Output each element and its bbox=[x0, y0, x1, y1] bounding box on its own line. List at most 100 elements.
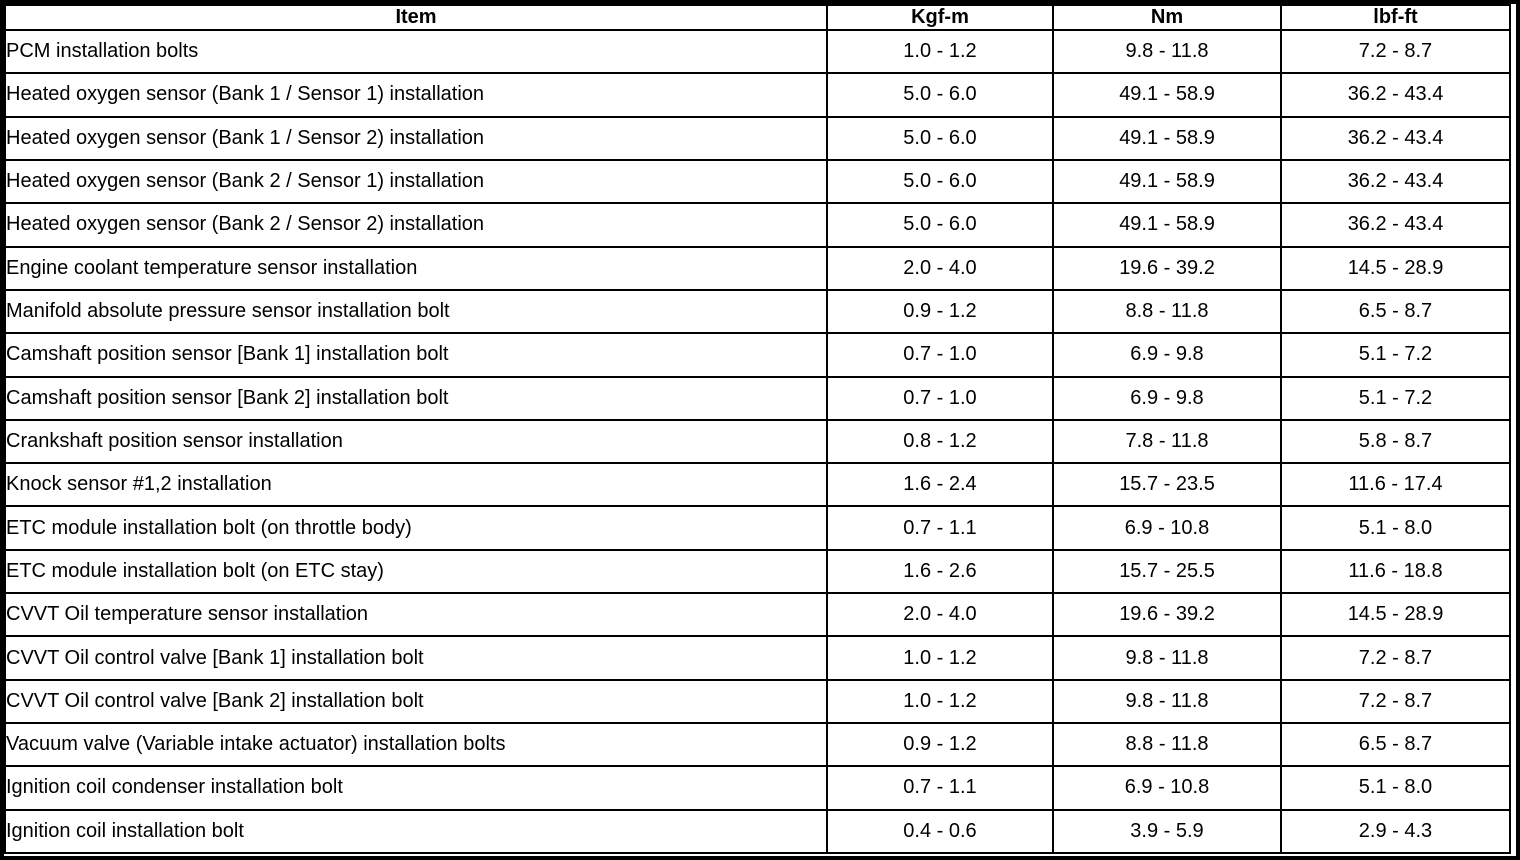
nm-cell: 15.7 - 23.5 bbox=[1052, 462, 1282, 508]
kgf-m-cell: 0.8 - 1.2 bbox=[826, 418, 1054, 465]
item-cell: CVVT Oil temperature sensor installation bbox=[4, 592, 828, 638]
nm-cell: 49.1 - 58.9 bbox=[1052, 202, 1282, 248]
kgf-m-cell: 1.6 - 2.4 bbox=[826, 462, 1054, 508]
nm-cell: 6.9 - 10.8 bbox=[1052, 505, 1282, 551]
kgf-m-cell: 0.9 - 1.2 bbox=[826, 721, 1054, 768]
item-cell: Engine coolant temperature sensor instal… bbox=[4, 245, 828, 291]
item-cell: Heated oxygen sensor (Bank 1 / Sensor 2)… bbox=[4, 115, 828, 161]
nm-cell: 15.7 - 25.5 bbox=[1052, 548, 1282, 595]
lbf-ft-cell: 11.6 - 18.8 bbox=[1280, 548, 1511, 595]
kgf-m-cell: 0.7 - 1.1 bbox=[826, 765, 1054, 811]
table-row: Heated oxygen sensor (Bank 1 / Sensor 2)… bbox=[4, 115, 1511, 161]
item-cell: Knock sensor #1,2 installation bbox=[4, 462, 828, 508]
nm-cell: 6.9 - 10.8 bbox=[1052, 765, 1282, 811]
kgf-m-cell: 5.0 - 6.0 bbox=[826, 202, 1054, 248]
table-row: Knock sensor #1,2 installation 1.6 - 2.4 1… bbox=[4, 462, 1511, 508]
item-cell: Heated oxygen sensor (Bank 2 / Sensor 1)… bbox=[4, 158, 828, 205]
lbf-ft-cell: 5.1 - 8.0 bbox=[1280, 765, 1511, 811]
nm-cell: 49.1 - 58.9 bbox=[1052, 158, 1282, 205]
header-kgf-m: Kgf-m bbox=[826, 4, 1054, 31]
nm-cell: 9.8 - 11.8 bbox=[1052, 28, 1282, 75]
kgf-m-cell: 2.0 - 4.0 bbox=[826, 245, 1054, 291]
kgf-m-cell: 5.0 - 6.0 bbox=[826, 158, 1054, 205]
kgf-m-cell: 0.7 - 1.0 bbox=[826, 332, 1054, 378]
lbf-ft-cell: 7.2 - 8.7 bbox=[1280, 635, 1511, 681]
kgf-m-cell: 2.0 - 4.0 bbox=[826, 592, 1054, 638]
nm-cell: 8.8 - 11.8 bbox=[1052, 288, 1282, 335]
table-row: Camshaft position sensor [Bank 2] instal… bbox=[4, 375, 1511, 421]
nm-cell: 19.6 - 39.2 bbox=[1052, 245, 1282, 291]
lbf-ft-cell: 5.8 - 8.7 bbox=[1280, 418, 1511, 465]
table-row: Ignition coil condenser installation bol… bbox=[4, 765, 1511, 811]
item-cell: Heated oxygen sensor (Bank 2 / Sensor 2)… bbox=[4, 202, 828, 248]
header-row: Item Kgf-m Nm lbf-ft bbox=[4, 4, 1511, 31]
lbf-ft-cell: 36.2 - 43.4 bbox=[1280, 202, 1511, 248]
table-row: ETC module installation bolt (on throttl… bbox=[4, 505, 1511, 551]
lbf-ft-cell: 5.1 - 8.0 bbox=[1280, 505, 1511, 551]
table-row: Manifold absolute pressure sensor instal… bbox=[4, 288, 1511, 335]
table-row: Heated oxygen sensor (Bank 2 / Sensor 1)… bbox=[4, 158, 1511, 205]
item-cell: Ignition coil condenser installation bol… bbox=[4, 765, 828, 811]
table-row: Heated oxygen sensor (Bank 2 / Sensor 2)… bbox=[4, 202, 1511, 248]
header-nm: Nm bbox=[1052, 4, 1282, 31]
kgf-m-cell: 1.6 - 2.6 bbox=[826, 548, 1054, 595]
lbf-ft-cell: 7.2 - 8.7 bbox=[1280, 678, 1511, 725]
table-row: PCM installation bolts 1.0 - 1.2 9.8 - 11.… bbox=[4, 28, 1511, 75]
kgf-m-cell: 0.9 - 1.2 bbox=[826, 288, 1054, 335]
nm-cell: 6.9 - 9.8 bbox=[1052, 375, 1282, 421]
table-row: Engine coolant temperature sensor instal… bbox=[4, 245, 1511, 291]
nm-cell: 19.6 - 39.2 bbox=[1052, 592, 1282, 638]
kgf-m-cell: 0.7 - 1.1 bbox=[826, 505, 1054, 551]
table-row: Camshaft position sensor [Bank 1] instal… bbox=[4, 332, 1511, 378]
table-row: CVVT Oil control valve [Bank 1] installa… bbox=[4, 635, 1511, 681]
item-cell: Heated oxygen sensor (Bank 1 / Sensor 1)… bbox=[4, 72, 828, 118]
table-row: Heated oxygen sensor (Bank 1 / Sensor 1)… bbox=[4, 72, 1511, 118]
table-row: CVVT Oil control valve [Bank 2] installa… bbox=[4, 678, 1511, 725]
table-body: PCM installation bolts 1.0 - 1.2 9.8 - 11.… bbox=[4, 28, 1511, 855]
table-row: ETC module installation bolt (on ETC sta… bbox=[4, 548, 1511, 595]
item-cell: Crankshaft position sensor installation bbox=[4, 418, 828, 465]
lbf-ft-cell: 14.5 - 28.9 bbox=[1280, 592, 1511, 638]
header-item: Item bbox=[4, 4, 828, 31]
kgf-m-cell: 0.7 - 1.0 bbox=[826, 375, 1054, 421]
nm-cell: 49.1 - 58.9 bbox=[1052, 115, 1282, 161]
lbf-ft-cell: 36.2 - 43.4 bbox=[1280, 158, 1511, 205]
kgf-m-cell: 0.4 - 0.6 bbox=[826, 808, 1054, 855]
lbf-ft-cell: 7.2 - 8.7 bbox=[1280, 28, 1511, 75]
table-row: Ignition coil installation bolt 0.4 - 0.6… bbox=[4, 808, 1511, 855]
lbf-ft-cell: 36.2 - 43.4 bbox=[1280, 115, 1511, 161]
header-lbf-ft: lbf-ft bbox=[1280, 4, 1511, 31]
torque-spec-table: Item Kgf-m Nm lbf-ft PCM installation bo… bbox=[4, 4, 1511, 855]
item-cell: Vacuum valve (Variable intake actuator) … bbox=[4, 721, 828, 768]
lbf-ft-cell: 2.9 - 4.3 bbox=[1280, 808, 1511, 855]
lbf-ft-cell: 36.2 - 43.4 bbox=[1280, 72, 1511, 118]
kgf-m-cell: 1.0 - 1.2 bbox=[826, 635, 1054, 681]
table-row: Vacuum valve (Variable intake actuator) … bbox=[4, 721, 1511, 768]
nm-cell: 8.8 - 11.8 bbox=[1052, 721, 1282, 768]
kgf-m-cell: 5.0 - 6.0 bbox=[826, 115, 1054, 161]
nm-cell: 7.8 - 11.8 bbox=[1052, 418, 1282, 465]
kgf-m-cell: 1.0 - 1.2 bbox=[826, 678, 1054, 725]
lbf-ft-cell: 11.6 - 17.4 bbox=[1280, 462, 1511, 508]
item-cell: CVVT Oil control valve [Bank 1] installa… bbox=[4, 635, 828, 681]
lbf-ft-cell: 6.5 - 8.7 bbox=[1280, 721, 1511, 768]
item-cell: Camshaft position sensor [Bank 2] instal… bbox=[4, 375, 828, 421]
kgf-m-cell: 1.0 - 1.2 bbox=[826, 28, 1054, 75]
lbf-ft-cell: 6.5 - 8.7 bbox=[1280, 288, 1511, 335]
table-row: CVVT Oil temperature sensor installation… bbox=[4, 592, 1511, 638]
nm-cell: 9.8 - 11.8 bbox=[1052, 678, 1282, 725]
item-cell: PCM installation bolts bbox=[4, 28, 828, 75]
nm-cell: 49.1 - 58.9 bbox=[1052, 72, 1282, 118]
lbf-ft-cell: 5.1 - 7.2 bbox=[1280, 375, 1511, 421]
nm-cell: 6.9 - 9.8 bbox=[1052, 332, 1282, 378]
item-cell: CVVT Oil control valve [Bank 2] installa… bbox=[4, 678, 828, 725]
lbf-ft-cell: 5.1 - 7.2 bbox=[1280, 332, 1511, 378]
lbf-ft-cell: 14.5 - 28.9 bbox=[1280, 245, 1511, 291]
kgf-m-cell: 5.0 - 6.0 bbox=[826, 72, 1054, 118]
table-row: Crankshaft position sensor installation 0… bbox=[4, 418, 1511, 465]
item-cell: ETC module installation bolt (on throttl… bbox=[4, 505, 828, 551]
nm-cell: 9.8 - 11.8 bbox=[1052, 635, 1282, 681]
nm-cell: 3.9 - 5.9 bbox=[1052, 808, 1282, 855]
item-cell: ETC module installation bolt (on ETC sta… bbox=[4, 548, 828, 595]
